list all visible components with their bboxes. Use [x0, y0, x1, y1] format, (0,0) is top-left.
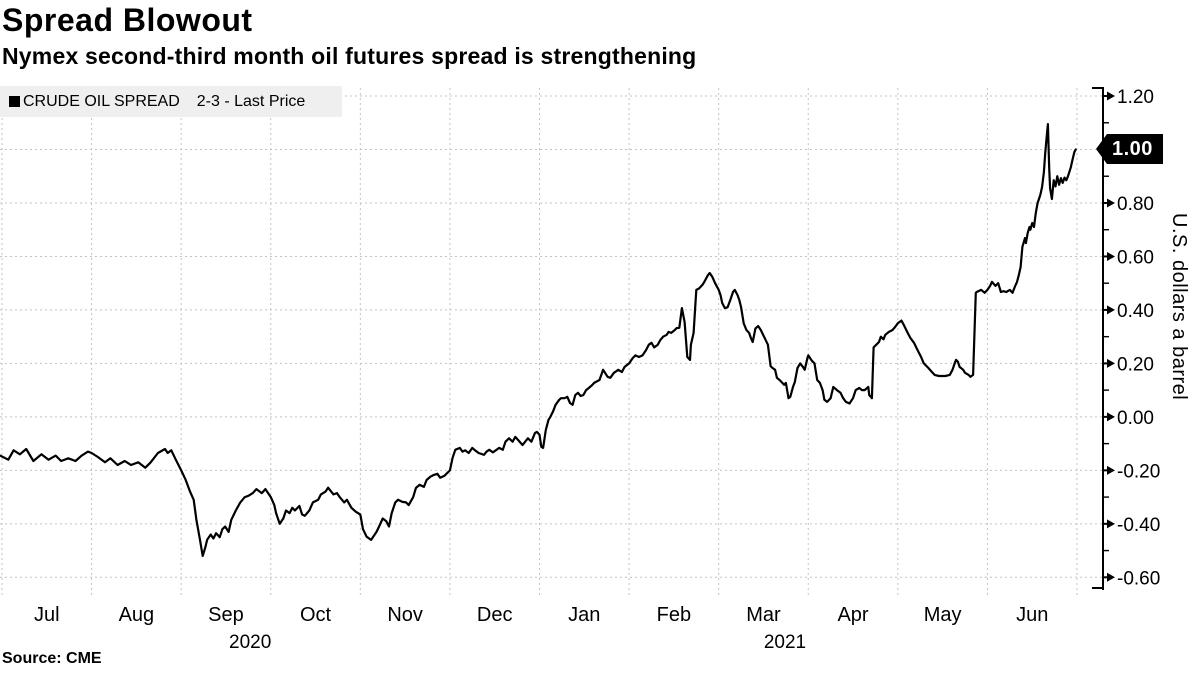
last-price-marker: 1.00: [1096, 134, 1163, 164]
y-tick-label: 0.40: [1117, 301, 1154, 322]
marker-arrow-icon: [1096, 134, 1107, 164]
y-tick-arrow-icon: [1107, 358, 1115, 368]
y-tick-label: 0.80: [1117, 194, 1154, 215]
x-tick-label: Nov: [387, 604, 423, 626]
x-tick-label: May: [924, 604, 962, 626]
y-tick-label: 0.20: [1117, 354, 1154, 375]
x-tick-label: Aug: [119, 604, 155, 626]
y-tick-arrow-icon: [1107, 465, 1115, 475]
x-year-label: 2020: [229, 632, 271, 653]
x-tick-label: Apr: [837, 604, 868, 626]
source-note: Source: CME: [2, 650, 102, 667]
chart-subtitle: Nymex second-third month oil futures spr…: [2, 43, 697, 69]
y-tick-arrow-icon: [1107, 519, 1115, 529]
x-tick-label: Jan: [568, 604, 600, 626]
y-tick-label: 0.00: [1117, 408, 1154, 429]
y-axis-title: U.S. dollars a barrel: [1168, 213, 1190, 401]
y-tick-label: 0.60: [1117, 247, 1154, 268]
y-tick-label: -0.40: [1117, 515, 1160, 536]
y-tick-label: -0.20: [1117, 461, 1160, 482]
y-tick-arrow-icon: [1107, 572, 1115, 582]
y-tick-arrow-icon: [1107, 305, 1115, 315]
y-tick-arrow-icon: [1107, 91, 1115, 101]
legend-series-detail: 2-3 - Last Price: [196, 92, 306, 110]
y-tick-arrow-icon: [1107, 198, 1115, 208]
series-swatch-icon: [9, 96, 20, 107]
x-tick-label: Feb: [657, 604, 691, 626]
chart-title: Spread Blowout: [2, 2, 253, 38]
x-year-label: 2021: [764, 632, 806, 653]
x-tick-label: Jul: [34, 604, 60, 626]
y-tick-arrow-icon: [1107, 251, 1115, 261]
x-tick-label: Jun: [1016, 604, 1048, 626]
x-tick-label: Oct: [300, 604, 332, 626]
legend-series-name: CRUDE OIL SPREAD: [23, 92, 180, 110]
price-line: [0, 122, 1077, 558]
x-tick-label: Mar: [746, 604, 781, 626]
y-tick-label: -0.60: [1117, 568, 1160, 589]
y-tick-label: 1.20: [1117, 87, 1154, 108]
last-price-value: 1.00: [1107, 134, 1163, 164]
x-tick-label: Sep: [208, 604, 244, 626]
x-tick-label: Dec: [477, 604, 513, 626]
legend: CRUDE OIL SPREAD 2-3 - Last Price: [0, 86, 342, 117]
y-tick-arrow-icon: [1107, 412, 1115, 422]
